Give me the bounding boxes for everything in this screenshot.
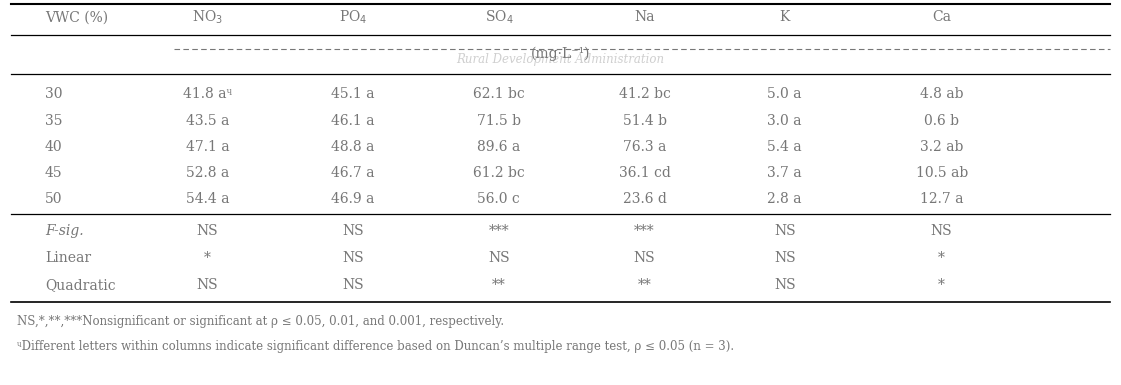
- Text: *: *: [938, 251, 945, 265]
- Text: 46.9 a: 46.9 a: [332, 192, 374, 206]
- Text: 47.1 a: 47.1 a: [186, 140, 229, 154]
- Text: ***: ***: [634, 224, 655, 238]
- Text: VWC (%): VWC (%): [45, 10, 108, 24]
- Text: 5.4 a: 5.4 a: [768, 140, 802, 154]
- Text: NS: NS: [342, 251, 364, 265]
- Text: 41.2 bc: 41.2 bc: [619, 87, 670, 101]
- Text: *: *: [938, 278, 945, 292]
- Text: NS: NS: [633, 251, 656, 265]
- Text: 40: 40: [45, 140, 63, 154]
- Text: NS: NS: [773, 224, 796, 238]
- Text: 46.7 a: 46.7 a: [332, 166, 374, 180]
- Text: 46.1 a: 46.1 a: [332, 114, 374, 127]
- Text: F-sig.: F-sig.: [45, 224, 83, 238]
- Text: 89.6 a: 89.6 a: [478, 140, 520, 154]
- Text: 12.7 a: 12.7 a: [920, 192, 963, 206]
- Text: **: **: [638, 278, 651, 292]
- Text: NS: NS: [342, 278, 364, 292]
- Text: NS: NS: [773, 278, 796, 292]
- Text: 54.4 a: 54.4 a: [186, 192, 229, 206]
- Text: SO$_4$: SO$_4$: [484, 8, 513, 26]
- Text: 4.8 ab: 4.8 ab: [920, 87, 963, 101]
- Text: *: *: [204, 251, 211, 265]
- Text: Rural Development Administration: Rural Development Administration: [456, 53, 665, 66]
- Text: 2.8 a: 2.8 a: [768, 192, 802, 206]
- Text: K: K: [779, 10, 790, 24]
- Text: 10.5 ab: 10.5 ab: [916, 166, 967, 180]
- Text: Linear: Linear: [45, 251, 91, 265]
- Text: 43.5 a: 43.5 a: [186, 114, 229, 127]
- Text: 5.0 a: 5.0 a: [768, 87, 802, 101]
- Text: 30: 30: [45, 87, 63, 101]
- Text: 0.6 b: 0.6 b: [924, 114, 960, 127]
- Text: 50: 50: [45, 192, 63, 206]
- Text: NS: NS: [196, 224, 219, 238]
- Text: (mg·L⁻¹): (mg·L⁻¹): [530, 47, 591, 62]
- Text: 61.2 bc: 61.2 bc: [473, 166, 525, 180]
- Text: 52.8 a: 52.8 a: [186, 166, 229, 180]
- Text: NO$_3$: NO$_3$: [192, 8, 223, 26]
- Text: 45.1 a: 45.1 a: [332, 87, 374, 101]
- Text: 36.1 cd: 36.1 cd: [619, 166, 670, 180]
- Text: 45: 45: [45, 166, 63, 180]
- Text: NS: NS: [196, 278, 219, 292]
- Text: 41.8 aᶣ: 41.8 aᶣ: [183, 87, 232, 101]
- Text: 23.6 d: 23.6 d: [622, 192, 667, 206]
- Text: ***: ***: [489, 224, 509, 238]
- Text: 51.4 b: 51.4 b: [622, 114, 667, 127]
- Text: PO$_4$: PO$_4$: [339, 8, 368, 26]
- Text: Na: Na: [634, 10, 655, 24]
- Text: 48.8 a: 48.8 a: [332, 140, 374, 154]
- Text: 3.7 a: 3.7 a: [768, 166, 802, 180]
- Text: NS: NS: [773, 251, 796, 265]
- Text: 71.5 b: 71.5 b: [476, 114, 521, 127]
- Text: NS: NS: [930, 224, 953, 238]
- Text: 3.0 a: 3.0 a: [768, 114, 802, 127]
- Text: 76.3 a: 76.3 a: [623, 140, 666, 154]
- Text: Quadratic: Quadratic: [45, 278, 115, 292]
- Text: NS,*,**,***Nonsignificant or significant at ρ ≤ 0.05, 0.01, and 0.001, respectiv: NS,*,**,***Nonsignificant or significant…: [17, 315, 504, 328]
- Text: 35: 35: [45, 114, 63, 127]
- Text: NS: NS: [488, 251, 510, 265]
- Text: ᶣDifferent letters within columns indicate significant difference based on Dunca: ᶣDifferent letters within columns indica…: [17, 340, 734, 353]
- Text: Ca: Ca: [933, 10, 951, 24]
- Text: 56.0 c: 56.0 c: [478, 192, 520, 206]
- Text: NS: NS: [342, 224, 364, 238]
- Text: 3.2 ab: 3.2 ab: [920, 140, 963, 154]
- Text: **: **: [492, 278, 506, 292]
- Text: 62.1 bc: 62.1 bc: [473, 87, 525, 101]
